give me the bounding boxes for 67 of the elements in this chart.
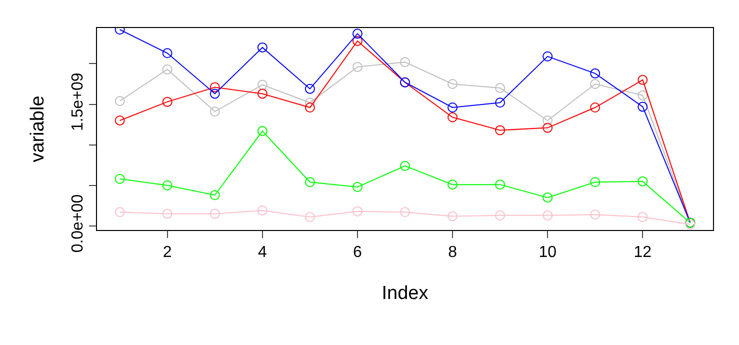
point (495, 210, 506, 220)
point (352, 182, 362, 192)
x-axis-title: Index (382, 283, 429, 304)
point (304, 102, 315, 112)
point (495, 98, 506, 108)
point (590, 210, 600, 220)
x-tick-label: 8 (448, 244, 458, 262)
point (638, 176, 648, 186)
x-tick-label: 2 (162, 244, 172, 262)
point (495, 125, 506, 136)
point (210, 88, 220, 99)
point (162, 64, 172, 74)
point (542, 210, 553, 220)
point (495, 83, 506, 94)
x-tick-label: 6 (353, 244, 362, 262)
point (210, 208, 220, 219)
point (257, 126, 268, 136)
y-axis-title: variable (27, 96, 48, 162)
point (162, 180, 172, 190)
point (114, 96, 125, 106)
y-tick-label: 1.5e+09 (70, 72, 87, 131)
point (257, 80, 268, 90)
point (162, 48, 172, 58)
point (495, 180, 506, 190)
x-tick-label: 4 (258, 244, 267, 262)
point (257, 88, 268, 99)
x-tick-label: 12 (634, 244, 652, 262)
point (162, 96, 172, 107)
point (304, 177, 315, 188)
point (542, 51, 553, 62)
point (590, 78, 600, 89)
point (542, 122, 553, 133)
point (542, 115, 553, 126)
point (304, 98, 315, 108)
point (304, 84, 315, 94)
point (448, 102, 458, 112)
point (257, 206, 268, 216)
y-tick-label: 0.0e+00 (70, 194, 87, 253)
point (210, 190, 220, 200)
point (352, 28, 362, 39)
point (448, 180, 458, 190)
point (352, 62, 362, 72)
point (114, 115, 125, 126)
point (352, 206, 362, 216)
point (114, 207, 125, 218)
point (400, 160, 410, 171)
point (448, 78, 458, 89)
point (304, 212, 315, 222)
x-tick-label: 10 (538, 244, 557, 262)
point (448, 211, 458, 222)
point (638, 74, 648, 85)
point (400, 207, 410, 218)
point (590, 102, 600, 112)
point (114, 174, 125, 184)
point (448, 112, 458, 122)
point (400, 57, 410, 68)
point (352, 36, 362, 46)
point (210, 82, 220, 92)
point (542, 192, 553, 203)
point (162, 208, 172, 219)
point (638, 212, 648, 222)
point (257, 42, 268, 52)
point (638, 102, 648, 112)
point (638, 90, 648, 100)
point (590, 177, 600, 188)
point (590, 68, 600, 78)
point (210, 106, 220, 117)
